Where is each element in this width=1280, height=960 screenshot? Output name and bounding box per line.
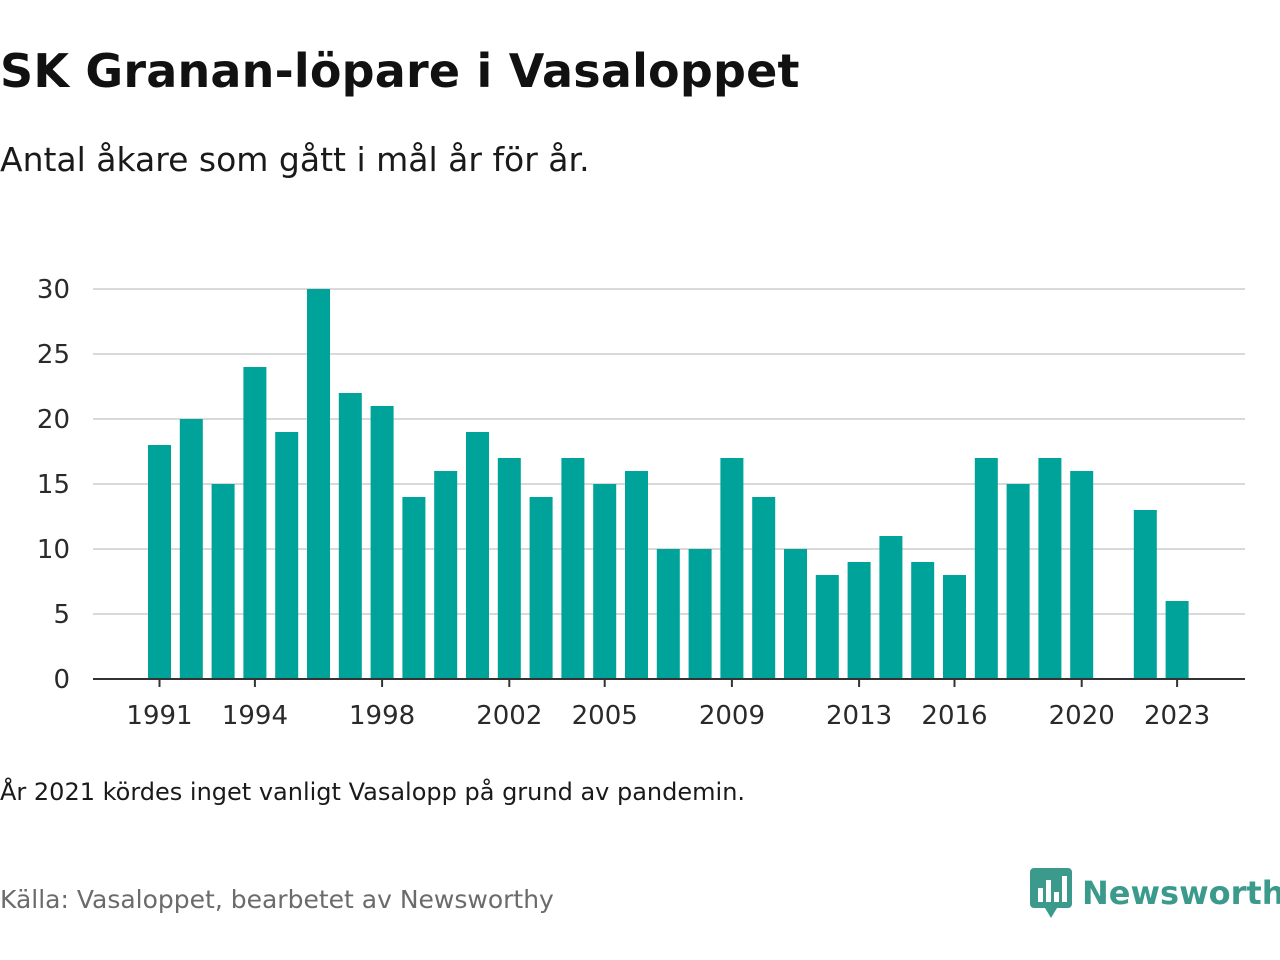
x-tick-label: 2009 <box>699 701 765 731</box>
bar <box>784 549 807 679</box>
bar <box>943 575 966 679</box>
x-tick-label: 2016 <box>921 701 987 731</box>
bar <box>243 367 267 679</box>
bar <box>307 289 330 679</box>
y-tick-label: 30 <box>37 275 70 305</box>
chart-title: SK Granan-löpare i Vasaloppet <box>0 44 800 98</box>
chart-subtitle: Antal åkare som gått i mål år för år. <box>0 140 590 179</box>
newsworthy-brand[interactable]: Newsworthy <box>1030 866 1280 920</box>
bar <box>529 497 553 679</box>
x-tick-label: 2013 <box>826 701 892 731</box>
bar <box>370 406 394 679</box>
bar <box>434 471 458 679</box>
y-tick-label: 20 <box>37 405 70 435</box>
source-text: Källa: Vasaloppet, bearbetet av Newswort… <box>0 885 554 914</box>
bar <box>688 549 712 679</box>
x-tick-label: 1998 <box>349 701 415 731</box>
bar <box>720 458 744 679</box>
newsworthy-logo-icon <box>1030 868 1072 918</box>
bar <box>275 432 299 679</box>
bar <box>911 562 935 679</box>
bar <box>1006 484 1030 679</box>
y-tick-label: 0 <box>53 665 70 695</box>
bar <box>148 445 171 679</box>
x-tick-label: 2020 <box>1049 701 1115 731</box>
chart-note: År 2021 kördes inget vanligt Vasalopp på… <box>0 778 746 806</box>
bar <box>625 471 648 679</box>
bar <box>1038 458 1062 679</box>
bar <box>593 484 617 679</box>
y-tick-label: 15 <box>37 470 70 500</box>
y-tick-label: 5 <box>53 600 70 630</box>
x-tick-label: 2002 <box>476 701 542 731</box>
bars <box>148 289 1189 679</box>
bar <box>752 497 776 679</box>
axes: 0 5 10 15 20 25 30 1991 1994 1998 2002 2005 2009 2013… <box>37 275 1245 731</box>
x-tick-label: 2023 <box>1144 701 1210 731</box>
bar <box>1070 471 1094 679</box>
x-tick-label: 1994 <box>222 701 288 731</box>
x-tick-label: 2005 <box>572 701 638 731</box>
bar <box>497 458 521 679</box>
bar <box>815 575 839 679</box>
bar <box>466 432 489 679</box>
bar <box>656 549 680 679</box>
brand-name: Newsworthy <box>1082 874 1280 912</box>
bar <box>974 458 998 679</box>
bar <box>211 484 235 679</box>
bar <box>402 497 426 679</box>
bar <box>1165 601 1189 679</box>
bar <box>847 562 871 679</box>
bar <box>338 393 362 679</box>
y-tick-label: 10 <box>37 535 70 565</box>
bar <box>1133 510 1157 679</box>
bar-chart: 0 5 10 15 20 25 30 1991 1994 1998 2002 2005 2009 2013… <box>37 275 1245 731</box>
y-tick-label: 25 <box>37 340 70 370</box>
x-tick-label: 1991 <box>126 701 192 731</box>
bar <box>879 536 903 679</box>
bar <box>561 458 585 679</box>
bar <box>179 419 203 679</box>
